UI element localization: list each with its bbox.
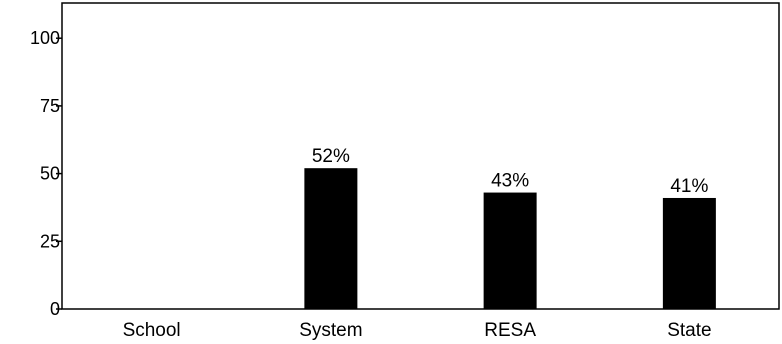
x-axis: School System RESA State <box>123 320 712 341</box>
y-tick-label-25: 25 <box>40 231 60 251</box>
bars-group: 52% 43% 41% <box>304 146 716 309</box>
x-tick-label-system: System <box>299 320 362 341</box>
x-tick-label-state: State <box>667 320 711 341</box>
y-axis: 0 25 50 75 100 <box>30 28 62 319</box>
y-tick-label-75: 75 <box>40 96 60 116</box>
x-tick-label-resa: RESA <box>484 320 536 341</box>
data-label-system: 52% <box>312 146 350 167</box>
y-tick-label-0: 0 <box>50 299 60 319</box>
data-label-state: 41% <box>670 176 708 197</box>
y-tick-label-50: 50 <box>40 164 60 184</box>
y-tick-label-100: 100 <box>30 28 60 48</box>
x-tick-label-school: School <box>123 320 181 341</box>
data-label-resa: 43% <box>491 171 529 192</box>
bar-state <box>663 198 716 309</box>
bar-resa <box>484 193 537 309</box>
bar-system <box>304 168 357 309</box>
